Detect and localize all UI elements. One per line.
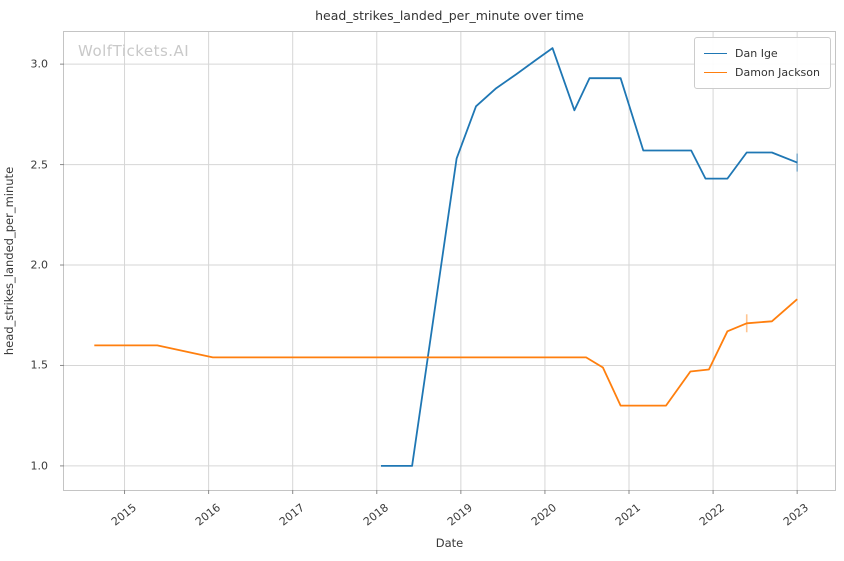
plot-area: WolfTickets.AI Dan Ige Damon Jackson [60, 31, 836, 494]
legend-label: Dan Ige [735, 47, 778, 60]
legend-line-swatch-blue [704, 53, 728, 54]
x-tick-label: 2016 [192, 501, 223, 529]
chart-title: head_strikes_landed_per_minute over time [315, 8, 584, 23]
y-axis-label: head_strikes_landed_per_minute [2, 166, 16, 356]
legend-item-damon-jackson: Damon Jackson [704, 63, 820, 82]
x-axis-label: Date [435, 536, 464, 550]
y-tick-label: 2.5 [30, 158, 49, 172]
watermark: WolfTickets.AI [78, 42, 190, 60]
x-tick-label: 2020 [528, 501, 559, 529]
plot-canvas [60, 32, 835, 494]
x-tick-label: 2015 [108, 501, 139, 529]
y-tick-label: 2.0 [30, 258, 49, 272]
x-tick-label: 2019 [444, 501, 475, 529]
legend-line-swatch-orange [704, 72, 728, 73]
legend-label: Damon Jackson [735, 66, 820, 79]
series-line-dan-ige [381, 47, 798, 467]
legend-item-dan-ige: Dan Ige [704, 44, 820, 63]
x-tick-label: 2022 [697, 501, 728, 529]
x-tick-label: 2017 [276, 501, 307, 529]
x-tick-label: 2023 [781, 501, 812, 529]
y-axis-ticks: 1.0 1.5 2.0 2.5 3.0 [0, 31, 58, 491]
y-tick-label: 1.5 [30, 358, 49, 372]
y-tick-label: 3.0 [30, 57, 49, 71]
legend: Dan Ige Damon Jackson [694, 37, 831, 89]
series-line-damon-jackson [94, 298, 798, 407]
x-tick-label: 2021 [612, 501, 644, 529]
y-tick-label: 1.0 [30, 459, 49, 473]
x-axis-ticks: 2015 2016 2017 2018 2019 2020 2021 2022 2023 [63, 492, 836, 538]
x-tick-label: 2018 [360, 501, 391, 529]
